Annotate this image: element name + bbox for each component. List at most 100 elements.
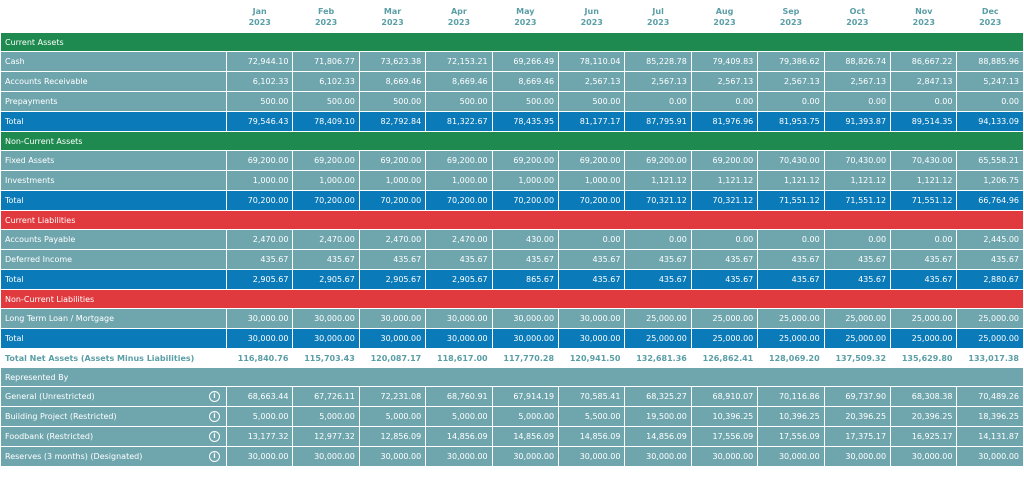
value-cell: 30,000.00 [559,329,625,348]
value-cell: 5,500.00 [559,407,625,426]
fund-row: Foodbank (Restricted) i 13,177.32 12,977.32… [1,427,1023,446]
value-cell: 68,325.27 [625,387,691,406]
value-cell: 435.67 [824,250,891,269]
value-cell: 79,386.62 [758,52,824,71]
value-cell: 500.00 [293,92,359,111]
value-cell: 5,000.00 [492,407,559,426]
value-cell: 30,000.00 [492,329,559,348]
value-cell: 1,206.75 [957,171,1023,190]
value-cell: 25,000.00 [957,309,1023,328]
value-cell: 118,617.00 [426,349,492,367]
info-icon[interactable]: i [209,411,220,422]
value-cell: 25,000.00 [691,309,758,328]
row-label: Prepayments [1,92,226,111]
value-cell: 12,856.09 [359,427,426,446]
value-cell: 5,000.00 [227,407,293,426]
info-icon[interactable]: i [209,391,220,402]
value-cell: 435.67 [293,250,359,269]
row-label: Fixed Assets [1,151,226,170]
row-label: Foodbank (Restricted) [5,432,94,441]
value-cell: 30,000.00 [957,447,1023,466]
total-row: Total 79,546.43 78,409.10 82,792.84 81,322.6… [1,112,1023,131]
row-label: General (Unrestricted) [5,392,95,401]
value-cell: 5,000.00 [426,407,492,426]
value-cell: 79,409.83 [691,52,758,71]
value-cell: 67,726.11 [293,387,359,406]
value-cell: 72,944.10 [227,52,293,71]
month-header: May 2023 [492,1,559,32]
value-cell: 133,017.38 [957,349,1023,367]
value-cell: 87,795.91 [625,112,691,131]
value-cell: 0.00 [758,230,824,249]
value-cell: 25,000.00 [758,329,824,348]
info-icon[interactable]: i [209,451,220,462]
value-cell: 0.00 [824,230,891,249]
value-cell: 25,000.00 [625,329,691,348]
value-cell: 500.00 [227,92,293,111]
value-cell: 132,681.36 [625,349,691,367]
value-cell: 120,941.50 [559,349,625,367]
value-cell: 85,228.78 [625,52,691,71]
value-cell: 1,121.12 [691,171,758,190]
section-title: Current Liabilities [1,211,1023,229]
value-cell: 69,200.00 [559,151,625,170]
value-cell: 8,669.46 [492,72,559,91]
value-cell: 25,000.00 [824,309,891,328]
row-label: Accounts Payable [1,230,226,249]
info-icon[interactable]: i [209,431,220,442]
value-cell: 18,396.25 [957,407,1023,426]
line-item-row: Prepayments 500.00 500.00 500.00 500.00 500.0… [1,92,1023,111]
month-year: 2023 [713,17,736,27]
value-cell: 70,430.00 [758,151,824,170]
value-cell: 435.67 [625,250,691,269]
value-cell: 25,000.00 [891,329,957,348]
month-header: Feb 2023 [293,1,359,32]
month-name: Mar [383,6,402,16]
value-cell: 20,396.25 [824,407,891,426]
row-label: Building Project (Restricted) [5,412,117,421]
value-cell: 10,396.25 [758,407,824,426]
month-name: Sep [782,6,800,16]
value-cell: 69,200.00 [227,151,293,170]
value-cell: 0.00 [758,92,824,111]
section-title: Non-Current Assets [1,132,1023,150]
value-cell: 17,556.09 [758,427,824,446]
value-cell: 0.00 [691,92,758,111]
value-cell: 68,760.91 [426,387,492,406]
value-cell: 70,321.12 [691,191,758,210]
value-cell: 71,551.12 [824,191,891,210]
value-cell: 0.00 [891,230,957,249]
value-cell: 435.67 [559,270,625,289]
month-year: 2023 [314,17,338,27]
value-cell: 435.67 [559,250,625,269]
total-row: Total 30,000.00 30,000.00 30,000.00 30,000.0… [1,329,1023,348]
month-header: Sep 2023 [758,1,824,32]
value-cell: 2,847.13 [891,72,957,91]
month-year: 2023 [846,17,869,27]
section-title: Represented By [1,368,1023,386]
month-header: Jan 2023 [227,1,293,32]
value-cell: 1,000.00 [359,171,426,190]
row-label-wrap: Foodbank (Restricted) i [5,431,222,442]
value-cell: 30,000.00 [359,329,426,348]
section-header: Current Assets [1,33,1023,51]
value-cell: 435.67 [492,250,559,269]
month-header-row: Jan 2023 Feb 2023 Mar 2023 Apr 2023 May 2023 Jun 20… [1,1,1023,32]
value-cell: 2,567.13 [559,72,625,91]
value-cell: 1,000.00 [293,171,359,190]
value-cell: 70,200.00 [293,191,359,210]
value-cell: 0.00 [559,230,625,249]
row-label: Cash [1,52,226,71]
value-cell: 69,266.49 [492,52,559,71]
value-cell: 68,910.07 [691,387,758,406]
row-label: Total [1,329,226,348]
row-label-wrap: Building Project (Restricted) i [5,411,222,422]
value-cell: 25,000.00 [625,309,691,328]
value-cell: 81,177.17 [559,112,625,131]
month-year: 2023 [580,17,603,27]
line-item-row: Deferred Income 435.67 435.67 435.67 435.67 4… [1,250,1023,269]
fund-row: Reserves (3 months) (Designated) i 30,000.… [1,447,1023,466]
value-cell: 19,500.00 [625,407,691,426]
value-cell: 137,509.32 [824,349,891,367]
row-label-cell: General (Unrestricted) i [1,387,226,406]
